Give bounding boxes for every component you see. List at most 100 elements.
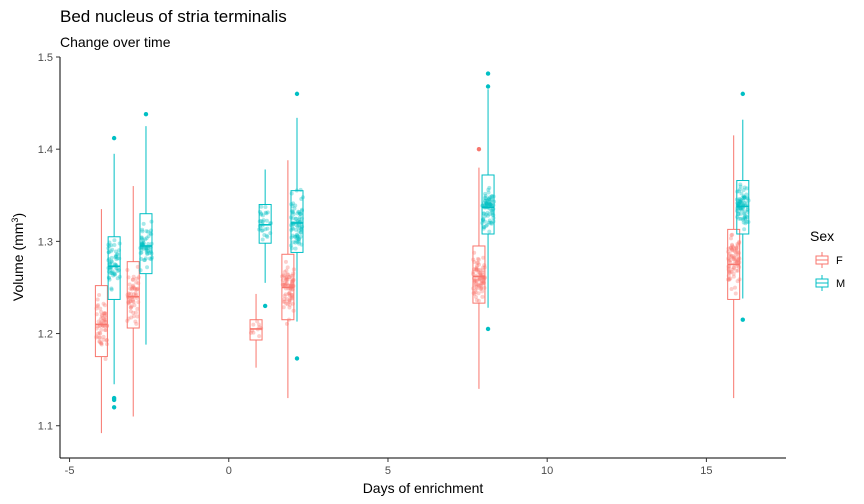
data-point [131, 277, 136, 282]
data-point [477, 267, 482, 272]
data-point [477, 283, 482, 288]
data-point [261, 218, 266, 223]
data-point [131, 292, 136, 297]
data-point [735, 241, 740, 246]
data-point [295, 224, 300, 229]
data-point [287, 275, 292, 280]
data-point [289, 287, 294, 292]
data-point [483, 199, 488, 204]
data-point [490, 198, 495, 203]
data-point [487, 202, 492, 207]
data-point [102, 311, 107, 316]
data-point [481, 211, 486, 216]
data-point [99, 320, 104, 325]
data-point [490, 209, 495, 214]
data-point [139, 235, 144, 240]
data-point [102, 319, 107, 324]
data-point [292, 206, 297, 211]
data-point [487, 185, 492, 190]
data-point [737, 197, 742, 202]
data-point [135, 287, 140, 292]
data-point [140, 242, 145, 247]
data-point [743, 217, 748, 222]
data-point [729, 255, 734, 260]
data-point [741, 188, 746, 193]
data-point [106, 250, 111, 255]
data-point [290, 226, 295, 231]
outlier-point [294, 356, 300, 361]
data-point [114, 257, 119, 262]
data-point [726, 246, 731, 251]
data-point [145, 229, 150, 234]
data-point [487, 202, 492, 207]
outlier-point [262, 303, 268, 309]
data-point [489, 202, 494, 207]
data-point [290, 292, 295, 297]
data-point [730, 243, 735, 248]
data-point [475, 286, 480, 291]
data-point [287, 299, 292, 304]
data-point [296, 228, 301, 233]
data-point [734, 248, 739, 253]
data-point [739, 198, 744, 203]
data-point [289, 283, 294, 288]
data-point [285, 277, 290, 282]
data-point [744, 214, 749, 219]
data-point [732, 249, 737, 254]
data-point [483, 198, 488, 203]
box-iqr [472, 245, 486, 304]
data-point [287, 300, 292, 305]
data-point [737, 187, 742, 192]
data-point [144, 229, 149, 234]
data-point [487, 200, 492, 205]
outlier-point [740, 317, 745, 322]
data-point [98, 331, 103, 336]
data-point [260, 219, 265, 224]
data-point [298, 230, 303, 235]
data-point [730, 253, 735, 258]
data-point [474, 267, 479, 272]
data-point [479, 280, 484, 285]
data-point [298, 187, 303, 192]
outlier-point [111, 397, 117, 403]
series-F [94, 135, 742, 434]
data-point [259, 218, 264, 223]
box-iqr [736, 180, 750, 235]
data-point [284, 281, 289, 286]
data-point [736, 268, 741, 273]
data-point [744, 192, 749, 197]
data-point [144, 248, 149, 253]
data-point [103, 324, 108, 329]
data-point [284, 275, 289, 280]
data-point [489, 194, 494, 199]
data-point [290, 233, 295, 238]
data-point [132, 303, 137, 308]
data-point [284, 278, 289, 283]
data-point [129, 304, 134, 309]
data-point [287, 290, 292, 295]
data-point [735, 258, 740, 263]
data-point [297, 215, 302, 220]
data-point [128, 298, 133, 303]
data-point [294, 227, 299, 232]
data-point [472, 291, 477, 296]
data-point [297, 217, 302, 222]
data-point [131, 283, 136, 288]
data-point [138, 251, 143, 256]
data-point [479, 286, 484, 291]
data-point [744, 186, 749, 191]
data-point [731, 255, 736, 260]
data-point [112, 262, 117, 267]
data-point [293, 234, 298, 239]
data-point [296, 222, 301, 227]
data-point [294, 216, 299, 221]
box-M [734, 91, 751, 322]
data-point [472, 278, 477, 283]
data-point [295, 234, 300, 239]
data-point [737, 199, 742, 204]
data-point [134, 321, 139, 326]
data-point [740, 195, 745, 200]
legend-label: F [836, 255, 843, 267]
data-point [478, 271, 483, 276]
data-point [291, 240, 296, 245]
